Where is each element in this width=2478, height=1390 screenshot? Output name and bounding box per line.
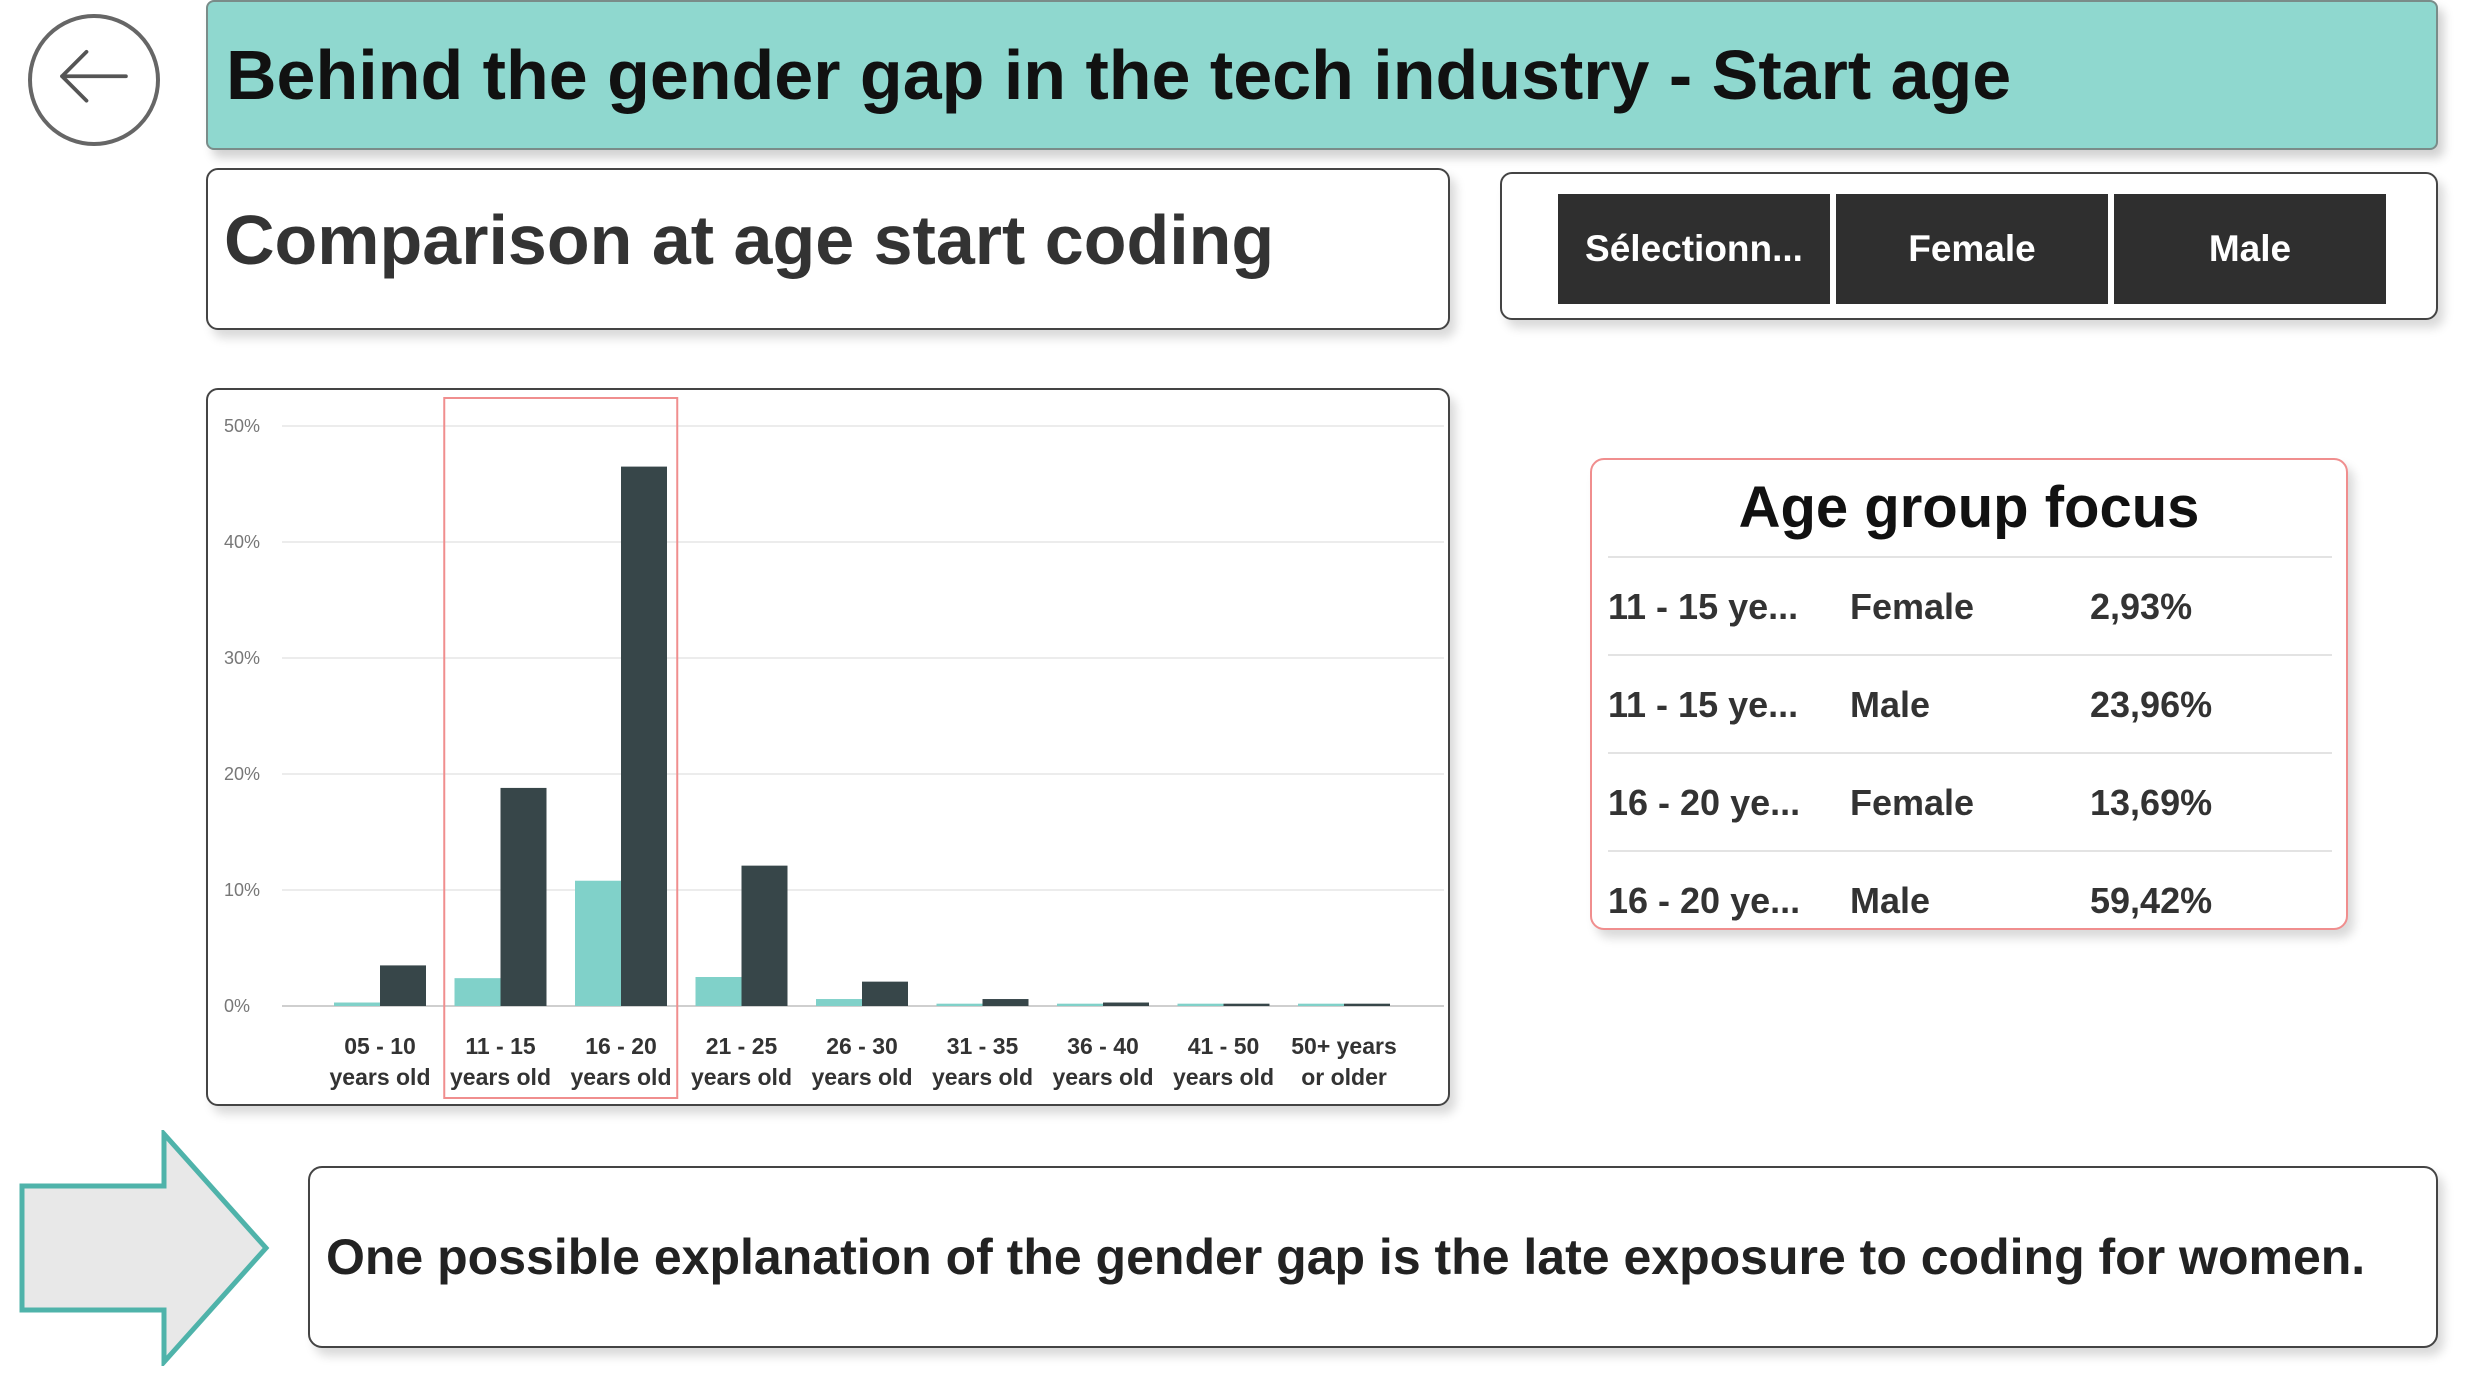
focus-age: 16 - 20 ye... <box>1608 782 1801 823</box>
focus-value: 13,69% <box>2090 782 2213 823</box>
x-tick-label: 41 - 50 <box>1188 1033 1260 1059</box>
bar-female <box>454 978 501 1006</box>
explanation-text: One possible explanation of the gender g… <box>326 1229 2366 1285</box>
x-tick-label: years old <box>330 1064 431 1090</box>
x-tick-label: 11 - 15 <box>465 1033 536 1059</box>
x-tick-label: 36 - 40 <box>1067 1033 1139 1059</box>
bar-male <box>741 865 788 1006</box>
x-tick-label: 21 - 25 <box>706 1033 778 1059</box>
gender-slicer: Sélectionn... Female Male <box>1500 172 2438 320</box>
bar-male <box>380 965 426 1006</box>
section-subtitle: Comparison at age start coding <box>224 201 1275 279</box>
focus-gender: Female <box>1850 782 1975 823</box>
bar-male <box>621 466 667 1007</box>
x-tick-label: years old <box>932 1064 1033 1090</box>
y-tick-label: 0% <box>224 996 250 1016</box>
start-age-chart: 0% 10% 20% 30% 40% 50% 05 - 10 years old 11 - 15… <box>206 388 1450 1106</box>
x-tick-label: or older <box>1301 1064 1387 1090</box>
focus-gender: Male <box>1850 880 1931 921</box>
x-tick-label: years old <box>1053 1064 1154 1090</box>
explanation-note: One possible explanation of the gender g… <box>308 1166 2438 1348</box>
slicer-option-male[interactable]: Male <box>2114 194 2386 304</box>
focus-gender: Male <box>1850 684 1931 725</box>
x-tick-label: 31 - 35 <box>947 1033 1019 1059</box>
x-tick-label: years old <box>1173 1064 1274 1090</box>
bar-female <box>334 1002 380 1006</box>
focus-row[interactable]: 11 - 15 ye... Male 23,96% <box>1608 654 2332 752</box>
x-tick-label: 26 - 30 <box>826 1033 898 1059</box>
focus-value: 23,96% <box>2090 684 2213 725</box>
page-title: Behind the gender gap in the tech indust… <box>226 36 2012 114</box>
x-tick-label: years old <box>450 1064 551 1090</box>
slicer-option-select-all[interactable]: Sélectionn... <box>1558 194 1830 304</box>
bar-female <box>816 999 862 1006</box>
focus-age: 16 - 20 ye... <box>1608 880 1801 921</box>
arrow-right-icon <box>19 1130 270 1366</box>
y-tick-label: 30% <box>224 648 260 668</box>
focus-gender: Female <box>1850 586 1975 627</box>
bar-chart: 0% 10% 20% 30% 40% 50% 05 - 10 years old 11 - 15… <box>224 397 1444 1099</box>
focus-row[interactable]: 16 - 20 ye... Male 59,42% <box>1608 850 2332 948</box>
focus-value: 2,93% <box>2090 586 2193 627</box>
bar-male <box>1223 1003 1270 1006</box>
bar-female <box>695 977 742 1006</box>
x-tick-label: 16 - 20 <box>585 1033 657 1059</box>
title-banner: Behind the gender gap in the tech indust… <box>206 0 2438 150</box>
focus-row[interactable]: 11 - 15 ye... Female 2,93% <box>1608 556 2332 654</box>
y-tick-label: 50% <box>224 416 260 436</box>
y-tick-label: 10% <box>224 880 260 900</box>
focus-age: 11 - 15 ye... <box>1608 684 1799 725</box>
x-tick-label: years old <box>571 1064 672 1090</box>
x-tick-label: 50+ years <box>1291 1033 1397 1059</box>
arrow-left-icon <box>60 49 128 103</box>
slicer-option-female[interactable]: Female <box>1836 194 2108 304</box>
focus-age: 11 - 15 ye... <box>1608 586 1799 627</box>
bar-male <box>1103 1002 1149 1006</box>
bar-female <box>575 880 621 1006</box>
bar-female <box>936 1003 983 1006</box>
x-tick-label: years old <box>691 1064 792 1090</box>
focus-title: Age group focus <box>1738 475 2200 540</box>
x-tick-label: 05 - 10 <box>344 1033 416 1059</box>
back-button[interactable] <box>28 14 160 146</box>
x-tick-label: years old <box>812 1064 913 1090</box>
age-group-focus-card: Age group focus 11 - 15 ye... Female 2,9… <box>1590 458 2348 930</box>
y-tick-label: 20% <box>224 764 260 784</box>
focus-value: 59,42% <box>2090 880 2213 921</box>
selection-highlight <box>443 397 679 1099</box>
y-tick-label: 40% <box>224 532 260 552</box>
bar-male <box>1344 1003 1390 1006</box>
bar-female <box>1298 1003 1344 1006</box>
bar-male <box>862 981 908 1006</box>
focus-row[interactable]: 16 - 20 ye... Female 13,69% <box>1608 752 2332 850</box>
bar-female <box>1057 1003 1103 1006</box>
bar-female <box>1177 1003 1224 1006</box>
bar-male <box>500 787 547 1006</box>
bar-male <box>982 999 1029 1006</box>
subtitle-card: Comparison at age start coding <box>206 168 1450 330</box>
